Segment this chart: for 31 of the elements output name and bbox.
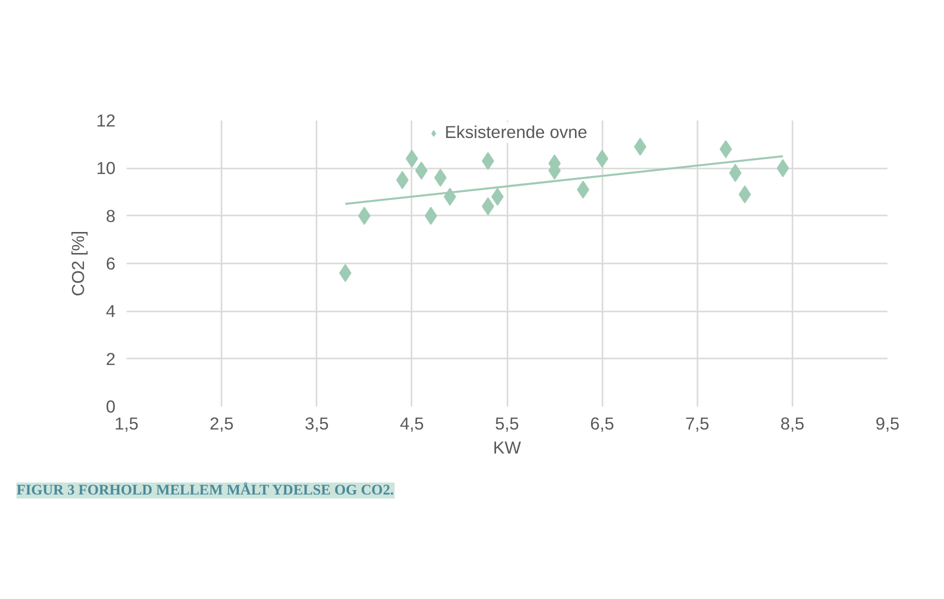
point: [482, 152, 494, 170]
y-tick-label: 8: [106, 206, 116, 226]
text: FIGUR 3 FORHOLD MELLEM MÅLT YDELSE OG CO2.: [16, 482, 394, 498]
x-tick-label: 7,5: [685, 414, 710, 434]
point: [576, 180, 590, 199]
y-tick-label: 4: [106, 301, 116, 322]
point: [491, 188, 504, 206]
x-tick-label: 2,5: [210, 414, 234, 434]
x-tick-label: 3,5: [304, 414, 329, 434]
legend-label: Eksisterende ovne: [444, 122, 588, 143]
x-tick-label: 8,5: [780, 414, 804, 434]
point: [424, 206, 438, 225]
point: [415, 162, 428, 180]
point: [396, 171, 409, 190]
y-tick-label: 2: [106, 348, 116, 369]
x-tick-label: 6,5: [590, 414, 614, 434]
y-tick-label: 10: [96, 158, 116, 178]
y-axis-title: CO2 [%]: [68, 230, 88, 296]
y-tick-label: 0: [106, 396, 116, 416]
point: [434, 168, 447, 187]
point: [596, 150, 608, 168]
point: [482, 197, 494, 216]
point: [776, 159, 790, 178]
x-tick-label: 1,5: [114, 414, 139, 434]
y-tick-label: 6: [106, 254, 116, 274]
y-tick-label: 12: [96, 110, 116, 130]
x-tick-label: 9,5: [875, 414, 900, 434]
x-tick-label: 4,5: [400, 414, 424, 434]
x-axis-title: KW: [493, 438, 522, 458]
x-tick-label: 5,5: [494, 414, 520, 434]
point: [406, 150, 418, 168]
